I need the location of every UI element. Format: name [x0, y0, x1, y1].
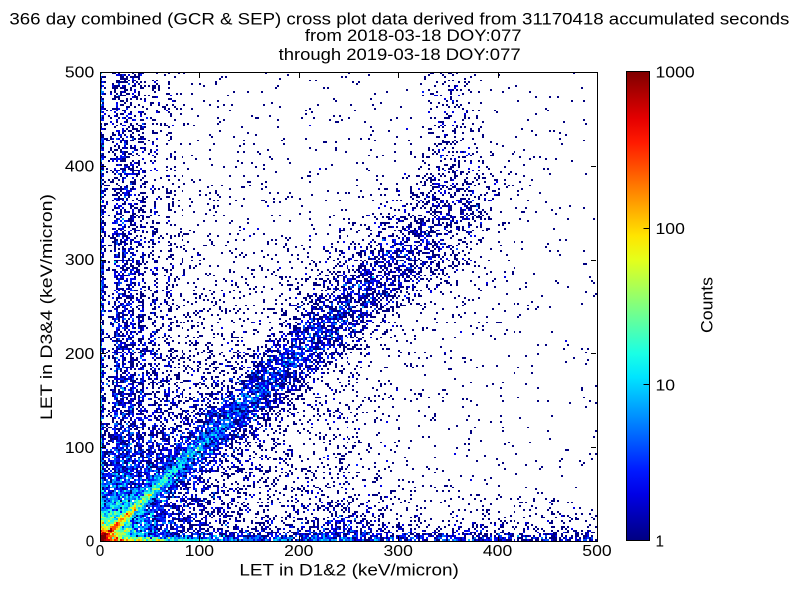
svg-text:LET in D3&4 (keV/micron): LET in D3&4 (keV/micron) — [37, 194, 56, 420]
svg-text:200: 200 — [284, 543, 313, 560]
svg-text:from 2018-03-18 DOY:077: from 2018-03-18 DOY:077 — [305, 27, 522, 45]
svg-text:1000: 1000 — [656, 65, 695, 82]
svg-text:400: 400 — [65, 158, 94, 175]
svg-text:100: 100 — [656, 221, 685, 238]
svg-text:1: 1 — [656, 534, 665, 551]
svg-text:500: 500 — [582, 543, 611, 560]
svg-text:500: 500 — [65, 65, 94, 82]
svg-text:0: 0 — [96, 543, 105, 560]
svg-text:400: 400 — [483, 543, 512, 560]
svg-text:through 2019-03-18 DOY:077: through 2019-03-18 DOY:077 — [279, 46, 521, 64]
svg-text:100: 100 — [65, 440, 94, 457]
svg-text:200: 200 — [65, 346, 94, 363]
svg-text:300: 300 — [384, 543, 413, 560]
svg-text:10: 10 — [656, 377, 676, 394]
svg-text:Counts: Counts — [698, 277, 717, 333]
svg-text:LET in D1&2 (keV/micron): LET in D1&2 (keV/micron) — [239, 560, 458, 579]
svg-text:100: 100 — [185, 543, 214, 560]
svg-text:0: 0 — [86, 534, 95, 551]
svg-text:366 day combined (GCR & SEP) c: 366 day combined (GCR & SEP) cross plot … — [9, 11, 789, 29]
svg-text:300: 300 — [65, 252, 94, 269]
